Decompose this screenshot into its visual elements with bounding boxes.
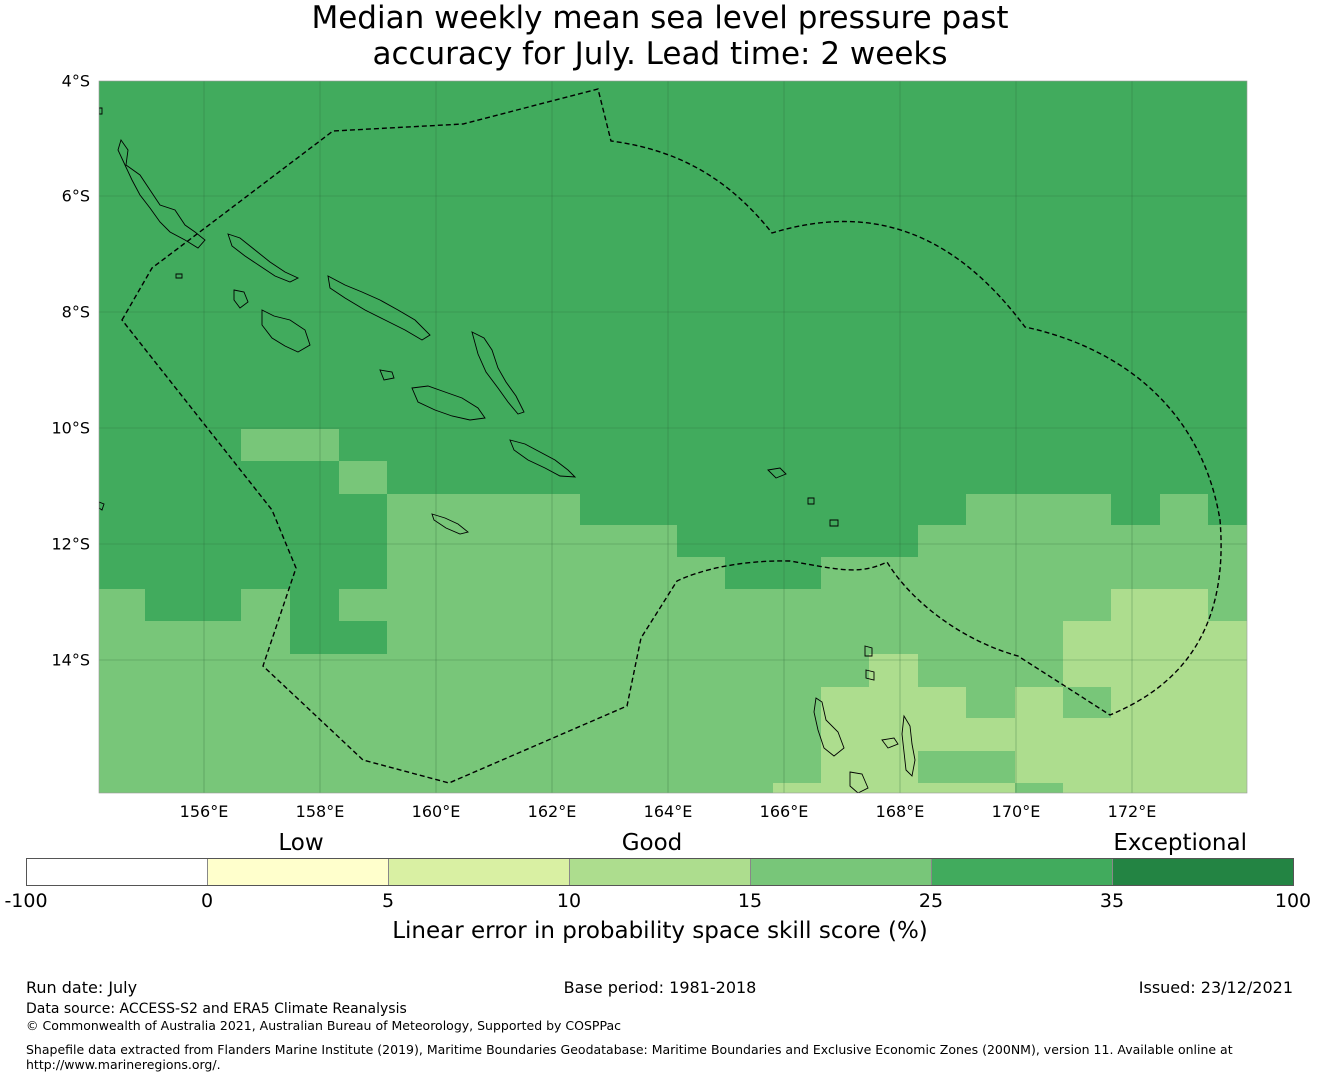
lon-label-162e: 162°E [527, 802, 577, 821]
copyright: © Commonwealth of Australia 2021, Austra… [26, 1018, 621, 1033]
colorbar-segment [27, 859, 208, 885]
vella-lavella-island [233, 289, 249, 309]
graticule [99, 81, 1247, 793]
colorbar-title: Linear error in probability space skill … [392, 918, 928, 944]
malaita-island [471, 331, 525, 415]
lon-label-156e: 156°E [179, 802, 229, 821]
lon-label-166e: 166°E [759, 802, 809, 821]
new-georgia-island [261, 309, 311, 353]
category-exceptional: Exceptional [1113, 830, 1247, 856]
colorbar-tick: 0 [200, 890, 214, 912]
santa-cruz-islands [767, 467, 787, 479]
malekula-island [849, 771, 869, 793]
small-islet-2 [829, 519, 839, 527]
torres-islands [864, 645, 873, 657]
colorbar [26, 858, 1294, 886]
lon-label-170e: 170°E [991, 802, 1041, 821]
lat-label-8s: 8°S [61, 302, 90, 322]
issued-date: Issued: 23/12/2021 [1138, 978, 1293, 997]
lon-label-158e: 158°E [295, 802, 345, 821]
lat-label-6s: 6°S [61, 186, 90, 206]
makira-island [509, 439, 577, 478]
colorbar-segment [1113, 859, 1293, 885]
choiseul-island [227, 233, 300, 283]
lon-label-160e: 160°E [411, 802, 461, 821]
small-islet-5 [99, 501, 105, 511]
colorbar-segment [570, 859, 751, 885]
colorbar-tick: -100 [4, 890, 48, 912]
small-islet-4 [99, 107, 103, 115]
map-panel [98, 80, 1248, 794]
colorbar-segment [751, 859, 932, 885]
skill-field-good-patch [918, 687, 1111, 783]
colorbar-tick: 25 [918, 890, 944, 912]
guadalcanal-island [411, 385, 486, 421]
data-source: Data source: ACCESS-S2 and ERA5 Climate … [26, 1001, 407, 1017]
colorbar-tick: 5 [381, 890, 395, 912]
lon-label-168e: 168°E [875, 802, 925, 821]
map-frame [98, 80, 1248, 794]
category-good: Good [621, 830, 683, 856]
category-low: Low [278, 830, 324, 856]
chart-title: Median weekly mean sea level pressure pa… [0, 0, 1320, 72]
eez-boundary [121, 88, 1222, 784]
colorbar-segment [208, 859, 389, 885]
run-date: Run date: July [26, 978, 138, 997]
small-islet-3 [807, 497, 815, 505]
lon-label-164e: 164°E [643, 802, 693, 821]
santa-isabel-island [327, 275, 431, 341]
shapefile-credit-line-1: Shapefile data extracted from Flanders M… [26, 1042, 1233, 1057]
florida-islands [379, 369, 395, 381]
colorbar-tick: 15 [737, 890, 763, 912]
skill-field-high [99, 81, 1247, 654]
rennell-island [431, 513, 469, 535]
colorbar-tick: 35 [1099, 890, 1125, 912]
colorbar-tick: 100 [1274, 890, 1312, 912]
banks-islands [865, 669, 875, 681]
lat-label-12s: 12°S [51, 534, 90, 554]
maewo-pentecost [901, 714, 916, 777]
title-line-2: accuracy for July. Lead time: 2 weeks [372, 36, 948, 72]
coastlines [99, 107, 916, 793]
lon-label-172e: 172°E [1107, 802, 1157, 821]
lat-label-4s: 4°S [61, 71, 90, 91]
title-line-1: Median weekly mean sea level pressure pa… [311, 0, 1009, 36]
base-period: Base period: 1981-2018 [563, 978, 757, 997]
small-islet-1 [175, 273, 183, 279]
lat-label-14s: 14°S [51, 650, 90, 670]
colorbar-tick: 10 [556, 890, 582, 912]
lat-label-10s: 10°S [51, 418, 90, 438]
ambae-island [881, 737, 899, 749]
colorbar-segment [932, 859, 1113, 885]
colorbar-segment [389, 859, 570, 885]
shapefile-credit-line-2: http://www.marineregions.org/. [26, 1057, 221, 1072]
skill-field-moderate [773, 589, 1247, 793]
espiritu-santo-island [813, 697, 845, 757]
bougainville-island [117, 138, 206, 249]
